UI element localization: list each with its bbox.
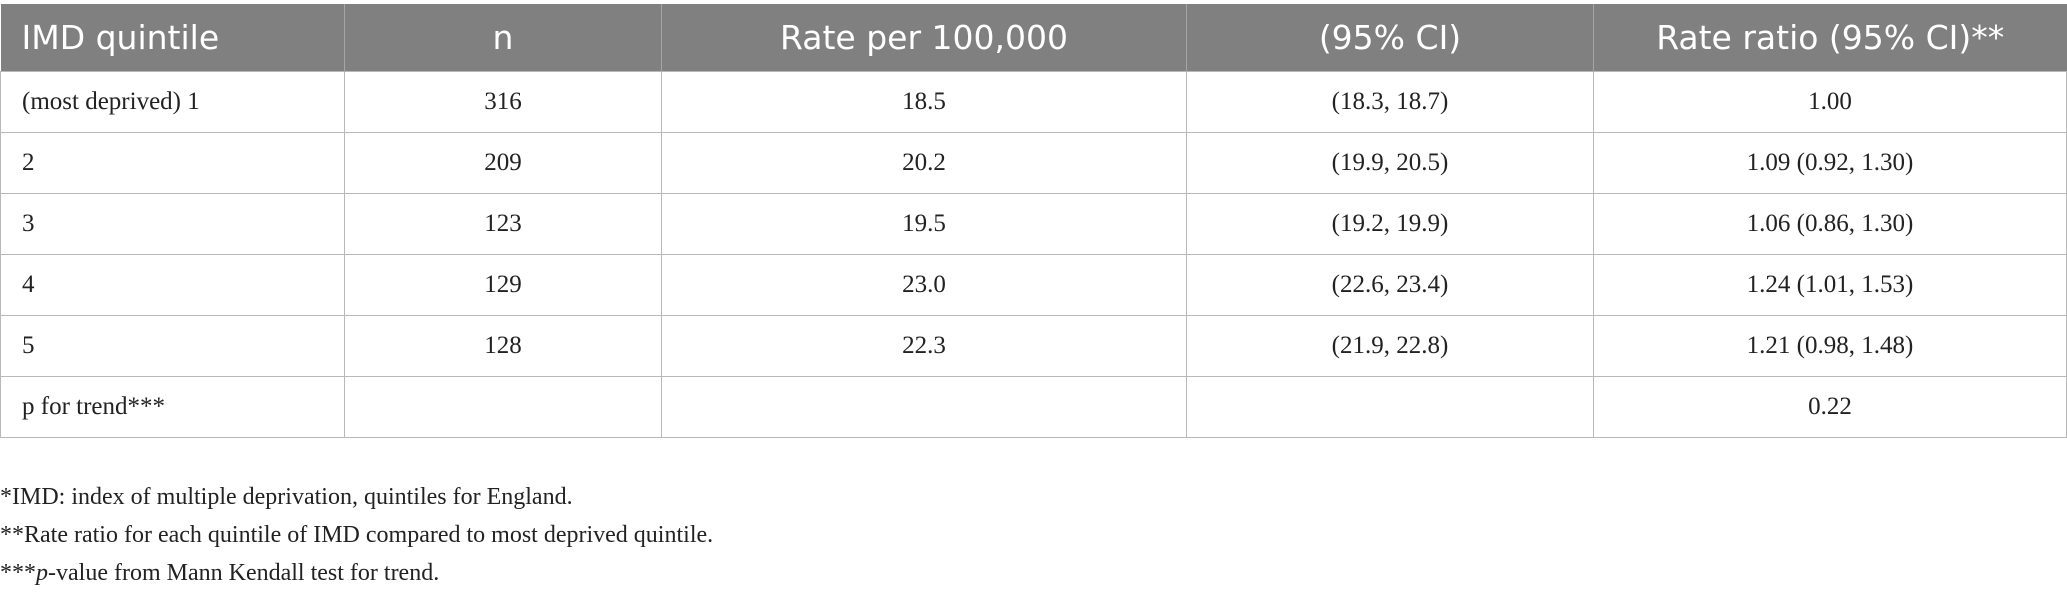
header-rate: Rate per 100,000: [661, 4, 1187, 72]
cell-n: [344, 376, 662, 438]
cell-rate: 22.3: [661, 315, 1187, 377]
cell-quintile: p for trend***: [0, 376, 345, 438]
cell-rate: 20.2: [661, 132, 1187, 194]
table-header-row: IMD quintile n Rate per 100,000 (95% CI)…: [0, 4, 2067, 72]
cell-rate-ratio: 1.06 (0.86, 1.30): [1593, 193, 2067, 255]
table-row-trend: p for trend*** 0.22: [0, 376, 2067, 438]
cell-n: 316: [344, 71, 662, 133]
imd-quintile-table: IMD quintile n Rate per 100,000 (95% CI)…: [0, 4, 2067, 438]
cell-ci: (22.6, 23.4): [1186, 254, 1594, 316]
footnote-p-value-italic: p: [36, 560, 48, 586]
cell-quintile: (most deprived) 1: [0, 71, 345, 133]
cell-rate-ratio: 1.21 (0.98, 1.48): [1593, 315, 2067, 377]
footnote-p-value-prefix: ***: [0, 560, 36, 586]
cell-n: 123: [344, 193, 662, 255]
cell-rate-ratio: 1.09 (0.92, 1.30): [1593, 132, 2067, 194]
header-imd-quintile: IMD quintile: [0, 4, 345, 72]
table-row: (most deprived) 1 316 18.5 (18.3, 18.7) …: [0, 71, 2067, 133]
cell-rate: 18.5: [661, 71, 1187, 133]
cell-ci: (21.9, 22.8): [1186, 315, 1594, 377]
table-row: 3 123 19.5 (19.2, 19.9) 1.06 (0.86, 1.30…: [0, 193, 2067, 255]
header-ci: (95% CI): [1186, 4, 1594, 72]
header-n: n: [344, 4, 662, 72]
table-row: 4 129 23.0 (22.6, 23.4) 1.24 (1.01, 1.53…: [0, 254, 2067, 316]
cell-ci: (18.3, 18.7): [1186, 71, 1594, 133]
footnote-p-value-text: -value from Mann Kendall test for trend.: [48, 560, 440, 586]
cell-quintile: 3: [0, 193, 345, 255]
results-table-container: IMD quintile n Rate per 100,000 (95% CI)…: [0, 4, 2067, 438]
header-rate-ratio: Rate ratio (95% CI)**: [1593, 4, 2067, 72]
cell-n: 209: [344, 132, 662, 194]
cell-quintile: 2: [0, 132, 345, 194]
footnote-rate-ratio: **Rate ratio for each quintile of IMD co…: [0, 522, 714, 548]
footnote-imd-definition: *IMD: index of multiple deprivation, qui…: [0, 484, 573, 510]
cell-n: 128: [344, 315, 662, 377]
cell-rate-ratio: 1.24 (1.01, 1.53): [1593, 254, 2067, 316]
cell-n: 129: [344, 254, 662, 316]
table-row: 5 128 22.3 (21.9, 22.8) 1.21 (0.98, 1.48…: [0, 315, 2067, 377]
cell-quintile: 5: [0, 315, 345, 377]
cell-quintile: 4: [0, 254, 345, 316]
footnote-p-value: ***p-value from Mann Kendall test for tr…: [0, 554, 713, 592]
cell-rate-ratio: 1.00: [1593, 71, 2067, 133]
table-row: 2 209 20.2 (19.9, 20.5) 1.09 (0.92, 1.30…: [0, 132, 2067, 194]
cell-ci: (19.9, 20.5): [1186, 132, 1594, 194]
cell-ci: [1186, 376, 1594, 438]
cell-rate: 23.0: [661, 254, 1187, 316]
table-footnotes: *IMD: index of multiple deprivation, qui…: [0, 478, 713, 592]
cell-rate-ratio: 0.22: [1593, 376, 2067, 438]
cell-ci: (19.2, 19.9): [1186, 193, 1594, 255]
cell-rate: [661, 376, 1187, 438]
cell-rate: 19.5: [661, 193, 1187, 255]
